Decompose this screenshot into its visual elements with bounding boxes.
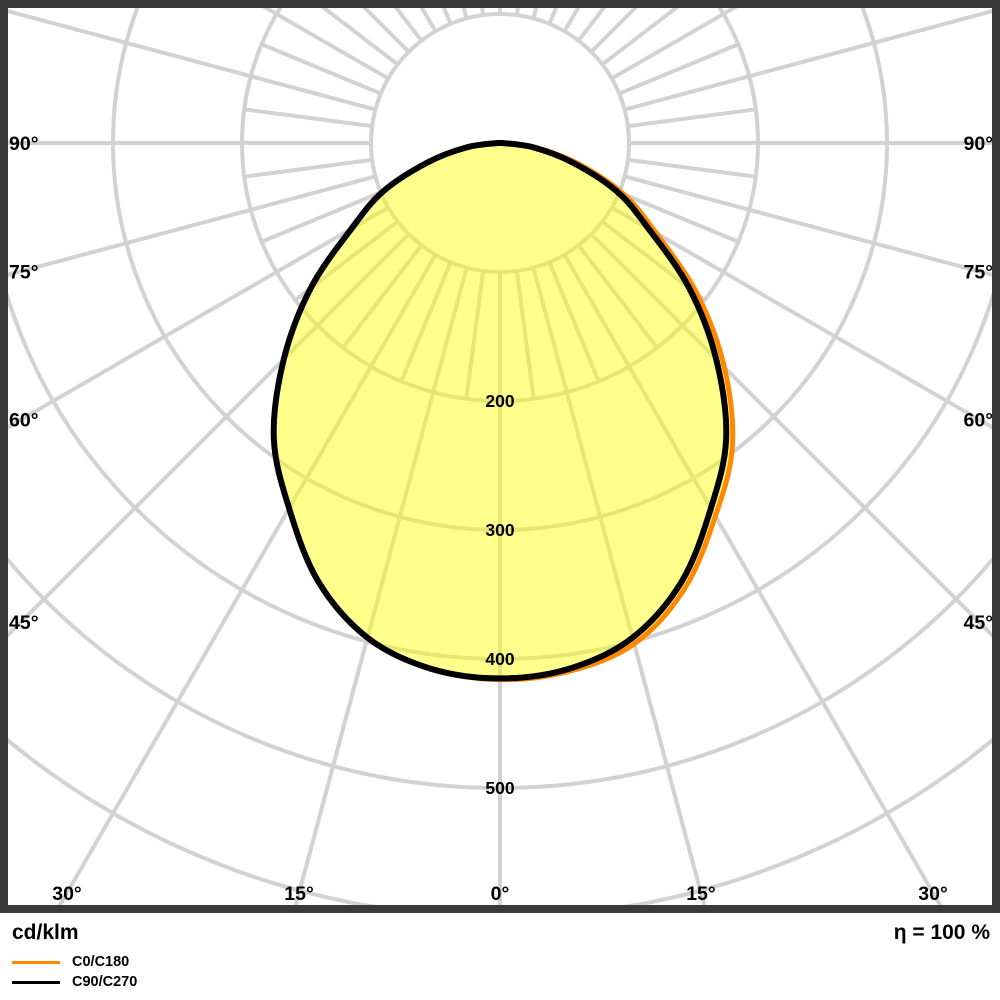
series-c90-c270 <box>270 140 730 682</box>
legend-item-c90-c270: C90/C270 <box>12 972 137 992</box>
axis-labels: 200 300 400 500 90° 75° 60° 45° 90° 75° 60° 45° 30° 1… <box>9 133 993 905</box>
legend: C0/C180 C90/C270 <box>12 952 137 992</box>
angle-label-right-75°: 75° <box>964 261 994 283</box>
legend-line-c90-c270-swatch <box>12 980 60 984</box>
legend-label-c90-c270: C90/C270 <box>72 974 138 990</box>
angle-label-bottom-4: 30° <box>918 883 948 905</box>
ring-label-200: 200 <box>485 391 514 411</box>
series-c0-c180 <box>271 140 736 683</box>
ring-label-500: 500 <box>485 778 514 798</box>
angle-label-left-90°: 90° <box>9 133 39 155</box>
unit-label: cd/klm <box>12 921 79 944</box>
legend-line-c0-c180-swatch <box>12 960 60 964</box>
ring-label-400: 400 <box>485 649 514 669</box>
angle-label-left-60°: 60° <box>9 410 39 432</box>
angle-label-right-90°: 90° <box>964 133 994 155</box>
angle-label-bottom-3: 15° <box>686 883 716 905</box>
efficiency-label: η = 100 % <box>893 921 990 944</box>
angle-label-right-45°: 45° <box>964 612 994 634</box>
angle-label-bottom-1: 15° <box>284 883 314 905</box>
angle-label-left-45°: 45° <box>9 612 39 634</box>
angle-label-right-60°: 60° <box>964 410 994 432</box>
plot-border <box>0 0 1000 913</box>
legend-label-c0-c180: C0/C180 <box>72 954 130 970</box>
angle-label-left-75°: 75° <box>9 261 39 283</box>
angle-label-bottom-0: 30° <box>52 883 82 905</box>
legend-item-c0-c180: C0/C180 <box>12 952 137 972</box>
ring-label-300: 300 <box>485 520 514 540</box>
angle-label-bottom-2: 0° <box>491 883 510 905</box>
